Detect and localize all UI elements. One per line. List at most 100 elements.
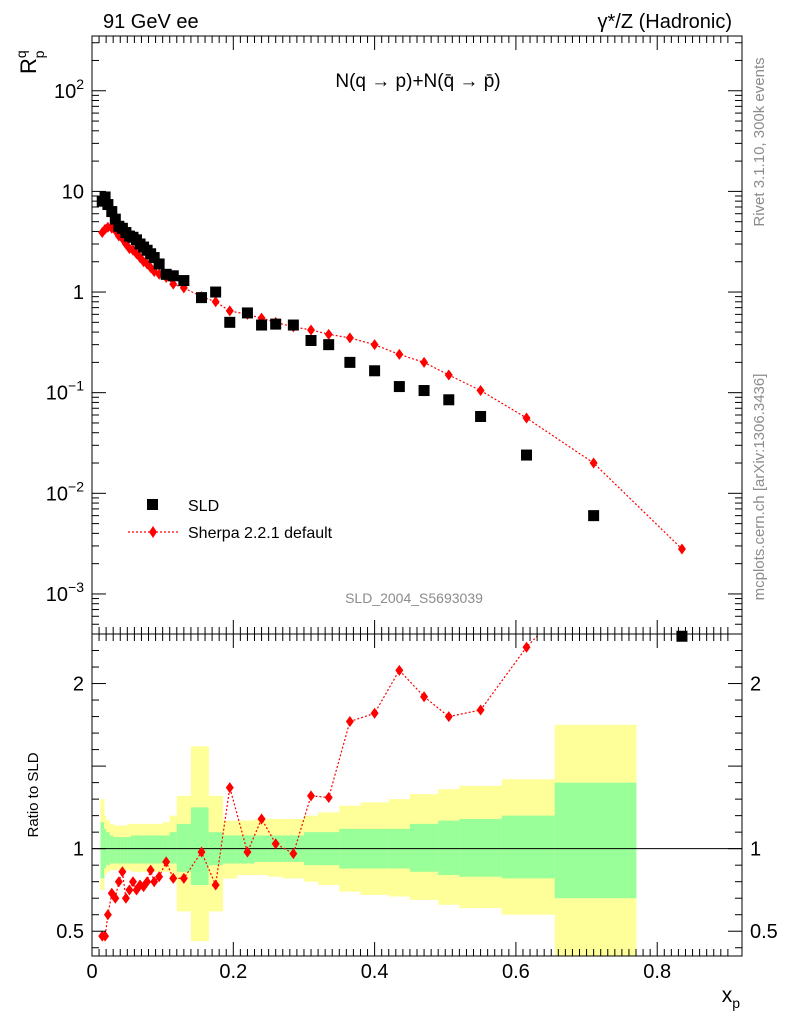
main-panel: 10−3 10−2 10−1 1 10 102 N(q → p)+N(q̄ → p̄) R… <box>13 35 743 642</box>
main-sld-point <box>475 410 487 422</box>
main-sld-point <box>676 630 688 642</box>
legend-label-sherpa: Sherpa 2.2.1 default <box>188 525 333 542</box>
ratio-band-inner <box>130 835 135 864</box>
main-sld-point <box>287 319 299 331</box>
ratio-band-inner <box>127 837 132 864</box>
ratio-band-inner <box>141 835 146 864</box>
main-sherpa-point <box>225 305 234 317</box>
ratio-axes: 0 0.2 0.4 0.6 0.8 0.5 0.5 1 1 2 2 <box>56 634 778 983</box>
ratio-sherpa-point <box>257 813 266 825</box>
ratio-sherpa-point <box>128 876 137 888</box>
main-y-tick-label: 1 <box>73 282 84 304</box>
ratio-sherpa-point <box>197 846 206 858</box>
legend: SLD Sherpa 2.2.1 default <box>128 498 333 542</box>
ratio-sherpa-point <box>420 691 429 703</box>
ratio-band-inner <box>148 835 153 864</box>
ratio-panel: 0 0.2 0.4 0.6 0.8 0.5 0.5 1 1 2 2 Ratio to SLD <box>25 633 778 983</box>
ratio-band-inner <box>120 837 125 864</box>
legend-label-sld: SLD <box>188 498 219 515</box>
ratio-band-inner <box>155 835 164 864</box>
analysis-id-label: SLD_2004_S5693039 <box>345 590 483 606</box>
main-sld-point <box>99 191 111 203</box>
ratio-band-inner <box>109 835 114 864</box>
main-sld-point <box>148 252 160 264</box>
ratio-sherpa-point <box>146 864 155 876</box>
ratio-band-inner <box>176 823 192 872</box>
legend-marker-sherpa <box>149 526 157 538</box>
ratio-band-inner <box>100 822 105 879</box>
ratio-band-inner <box>169 832 178 864</box>
svg-text:xp: xp <box>722 984 741 1011</box>
main-sld-point <box>305 334 317 346</box>
main-sld-point <box>178 275 190 287</box>
ratio-band-inner <box>459 818 503 877</box>
main-sld-point <box>106 206 118 218</box>
ratio-sherpa-point <box>118 866 127 878</box>
ratio-band-inner <box>116 837 121 864</box>
ratio-band-inner <box>152 835 156 864</box>
ratio-sherpa-point <box>243 846 252 858</box>
ratio-sherpa-point <box>307 790 316 802</box>
main-axes: 10−3 10−2 10−1 1 10 102 <box>46 36 742 635</box>
ratio-sherpa-point <box>476 704 485 716</box>
main-sld-point <box>102 199 114 211</box>
x-tick-label: 0.4 <box>361 961 389 983</box>
main-sherpa-point <box>169 278 178 290</box>
ratio-band-inner <box>137 835 142 864</box>
source-label: mcplots.cern.ch [arXiv:1306.3436] <box>751 374 768 601</box>
ratio-band-inner <box>113 837 118 864</box>
x-tick-label: 0.2 <box>219 961 247 983</box>
ratio-band-inner <box>123 837 128 864</box>
main-sld-point <box>241 307 253 319</box>
ratio-sherpa-point <box>111 892 120 904</box>
ratio-y-tick-label: 2 <box>73 674 84 696</box>
ratio-marks <box>92 634 742 956</box>
ratio-y-tick-label: 1 <box>73 839 84 861</box>
main-sherpa-point <box>522 412 531 424</box>
ratio-sherpa-point <box>370 707 379 719</box>
legend-marker-sld <box>147 499 158 510</box>
main-y-tick-label: 102 <box>54 76 84 103</box>
ratio-sherpa-point <box>211 879 220 891</box>
main-sld-point <box>256 319 268 331</box>
x-axis-label: xp <box>722 984 741 1011</box>
ratio-sherpa-point <box>345 716 354 728</box>
main-sld-point <box>521 449 533 461</box>
main-sld-point <box>210 286 222 298</box>
ratio-band-inner <box>190 807 209 885</box>
main-sld-point <box>344 356 356 368</box>
main-sld-point <box>153 258 165 270</box>
rivet-version-label: Rivet 3.1.10, 300k events <box>751 57 768 226</box>
main-sld-point <box>443 394 455 406</box>
header-right-label: γ*/Z (Hadronic) <box>598 11 732 33</box>
ratio-sherpa-point <box>324 791 333 803</box>
main-sherpa-point <box>677 543 686 555</box>
ratio-sherpa-point <box>162 856 171 868</box>
x-tick-label: 0.6 <box>502 961 530 983</box>
ratio-y-tick-label-right: 1 <box>750 839 761 861</box>
x-tick-label: 0.8 <box>643 961 671 983</box>
ratio-sherpa-point <box>444 711 453 723</box>
ratio-sherpa-point <box>101 930 110 942</box>
ratio-sherpa-point <box>395 664 404 676</box>
main-sherpa-point <box>370 339 379 351</box>
main-sherpa-point <box>589 457 598 469</box>
ratio-band-inner <box>162 835 171 864</box>
ratio-y-tick-label-right: 0.5 <box>750 921 778 943</box>
main-sld-point <box>109 213 121 225</box>
ratio-band-inner <box>144 835 149 864</box>
ratio-sherpa-point <box>150 876 159 888</box>
main-sld-point <box>323 339 335 351</box>
ratio-sherpa-point <box>225 782 234 794</box>
main-y-tick-label: 10−3 <box>46 579 84 606</box>
main-sherpa-point <box>420 356 429 368</box>
main-y-tick-label: 10 <box>62 181 84 203</box>
main-marks <box>96 191 688 642</box>
main-sherpa-point <box>345 332 354 344</box>
svg-text:Rqp: Rq p <box>13 50 47 74</box>
ratio-band-inner <box>409 823 439 872</box>
ratio-band-inner <box>501 815 556 879</box>
main-sld-point <box>160 268 172 280</box>
main-sld-point <box>418 385 430 397</box>
